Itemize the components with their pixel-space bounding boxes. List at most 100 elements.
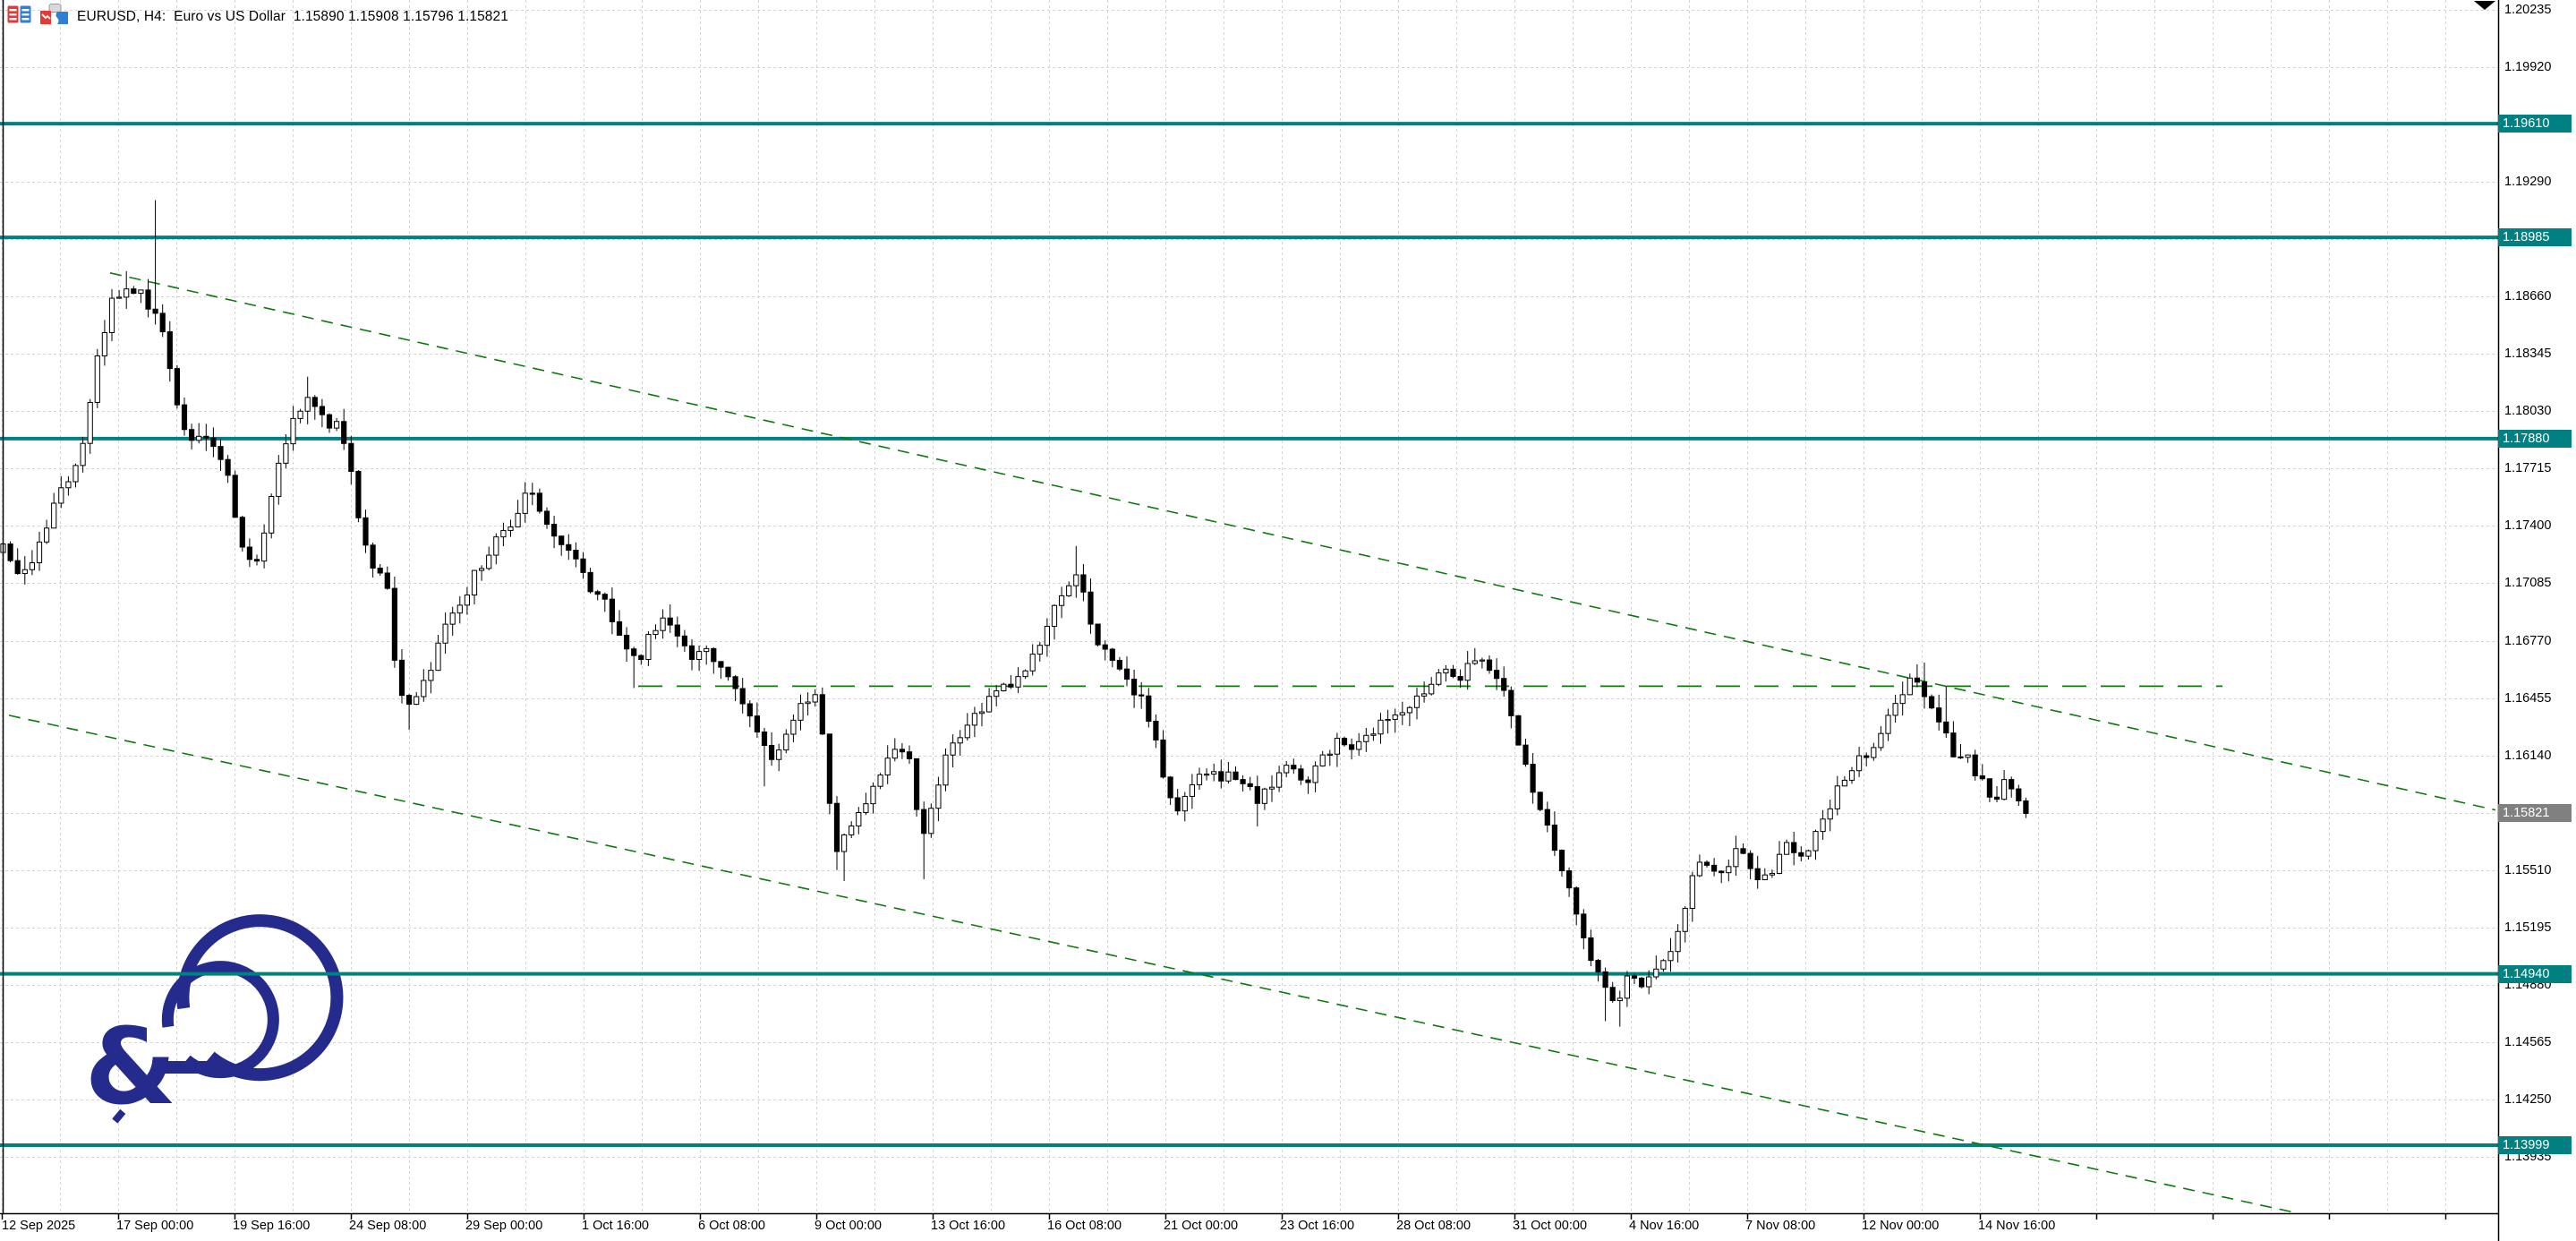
candle [203, 435, 209, 439]
candle [29, 562, 35, 570]
time-tick-label: 7 Nov 08:00 [1745, 1219, 1816, 1233]
candle [964, 724, 970, 739]
candle [1523, 744, 1529, 766]
chart-shift-marker[interactable] [2474, 1, 2495, 10]
candle [798, 703, 804, 721]
candle [232, 475, 238, 518]
candle [297, 410, 303, 419]
chart-title: EURUSD, H4: Euro vs US Dollar 1.15890 1.… [77, 9, 508, 25]
price-tick-label: 1.16455 [2504, 690, 2552, 706]
candle [1436, 672, 1442, 685]
candle [1276, 772, 1283, 788]
candle [225, 458, 231, 476]
candle [1066, 585, 1072, 596]
broker-logo-watermark: & [85, 914, 344, 1128]
candle [21, 569, 28, 575]
candle [210, 437, 217, 448]
candle [1095, 623, 1101, 646]
candle [1261, 788, 1268, 804]
candle [1363, 734, 1369, 742]
candle [826, 733, 832, 804]
price-tick-label: 1.14250 [2504, 1091, 2552, 1107]
candle [1109, 648, 1115, 662]
candle [551, 524, 558, 537]
candle [573, 550, 579, 560]
chart-title-symbol: EURUSD, H4: [77, 8, 166, 24]
candle [994, 690, 1000, 698]
candle [1871, 747, 1877, 758]
candle [94, 355, 100, 403]
candle [957, 737, 963, 744]
candle [935, 784, 942, 809]
time-tick-label: 16 Oct 08:00 [1047, 1219, 1122, 1233]
candle [1602, 971, 1608, 989]
candle [819, 694, 825, 735]
price-tick-label: 1.15195 [2504, 920, 2552, 935]
candle [899, 749, 905, 753]
level-price-box: 1.13999 [2498, 1135, 2572, 1154]
upper-descending-trendline[interactable] [109, 272, 2496, 811]
candle [783, 733, 789, 751]
price-tick-label: 1.18345 [2504, 347, 2552, 362]
lower-descending-trendline[interactable] [8, 715, 2295, 1213]
candle [1240, 779, 1246, 784]
candle [1544, 809, 1550, 826]
candle [406, 695, 413, 706]
candle [1501, 678, 1507, 691]
candle [616, 620, 623, 636]
candle [464, 594, 470, 606]
candle [1131, 679, 1138, 696]
candle [1312, 765, 1318, 783]
candle [950, 742, 956, 756]
candle [442, 623, 448, 644]
candle [1044, 626, 1051, 646]
candle [971, 713, 978, 726]
candle [1581, 913, 1587, 938]
candle [711, 647, 717, 663]
candle [863, 803, 869, 813]
candle [341, 421, 347, 444]
price-tick-label: 1.19290 [2504, 175, 2552, 190]
candle [1029, 654, 1036, 672]
candle [1834, 785, 1840, 809]
candle [1073, 574, 1079, 586]
candle [377, 567, 383, 574]
candle [1885, 715, 1891, 734]
level-price-box: 1.18985 [2498, 228, 2572, 247]
candle [131, 288, 137, 295]
candle [87, 401, 93, 444]
candle [1848, 770, 1855, 781]
candle [159, 312, 166, 333]
candle [739, 688, 746, 705]
candle [1167, 776, 1173, 799]
time-tick-label: 9 Oct 00:00 [815, 1219, 882, 1233]
candle [1972, 754, 1978, 777]
candle [1022, 670, 1028, 678]
candle [566, 543, 572, 552]
candle [580, 558, 586, 573]
candle [696, 651, 703, 660]
candle [928, 808, 934, 834]
quotes-panel-icon[interactable] [7, 4, 32, 29]
candle [138, 289, 144, 295]
candle [1740, 848, 1746, 854]
candle [218, 446, 224, 460]
trade-panel-icon[interactable] [39, 4, 70, 30]
candle [718, 661, 724, 668]
candle [1711, 864, 1718, 872]
candle [877, 775, 883, 787]
candle [1036, 645, 1043, 655]
candle [73, 465, 79, 483]
chart-title-description: Euro vs US Dollar [174, 8, 286, 24]
candle [421, 680, 427, 698]
time-tick-label: 28 Oct 08:00 [1396, 1219, 1471, 1233]
candle [1530, 764, 1536, 793]
candle [921, 809, 927, 834]
candle [645, 634, 652, 661]
candle [1008, 683, 1014, 688]
candle [14, 560, 21, 575]
candle [1950, 732, 1957, 757]
candle [428, 670, 434, 681]
